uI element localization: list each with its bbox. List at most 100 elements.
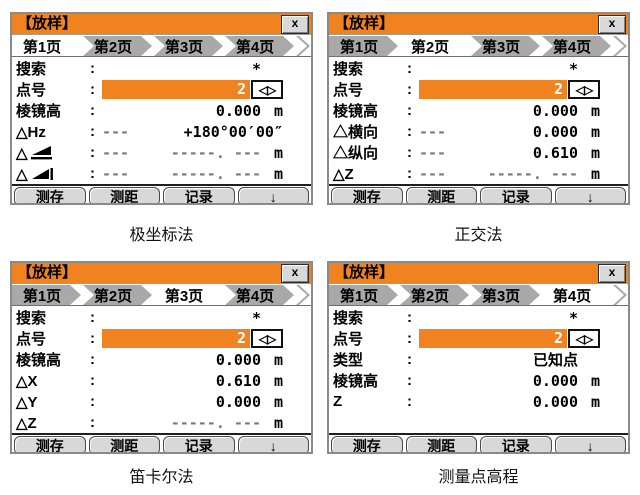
tab-strip: 第1页 第2页 第3页 第4页: [329, 35, 628, 57]
tab-page-3[interactable]: 第3页: [154, 285, 223, 305]
field-value: *: [568, 308, 578, 327]
point-id-spinner-icon[interactable]: ◁▷: [251, 329, 283, 348]
chevron-right-icon: [296, 36, 310, 56]
record-button[interactable]: 记录: [480, 187, 552, 203]
measure-store-button[interactable]: 测存: [14, 436, 86, 452]
field-unit: m: [590, 122, 600, 141]
tab-page-1[interactable]: 第1页: [12, 36, 81, 56]
field-row-prism-height: 棱镜高 : 0.000 m: [329, 370, 628, 391]
close-button[interactable]: x: [281, 14, 309, 34]
tab-page-4[interactable]: 第4页: [542, 36, 611, 56]
field-dashes: ---: [102, 164, 130, 183]
measure-distance-button[interactable]: 测距: [405, 436, 477, 452]
tab-page-2[interactable]: 第2页: [400, 36, 469, 56]
field-row-delta-height-difference: △ : --- -----. --- m: [12, 163, 311, 184]
tab-page-1[interactable]: 第1页: [329, 36, 398, 56]
record-button[interactable]: 记录: [480, 436, 552, 452]
field-label: 点号: [16, 331, 47, 348]
point-id-input[interactable]: 2: [419, 329, 567, 348]
close-button[interactable]: x: [598, 263, 626, 283]
colon: :: [90, 102, 95, 119]
measure-store-button[interactable]: 测存: [331, 187, 403, 203]
field-label: △Hz: [16, 123, 46, 141]
point-id-input[interactable]: 2: [102, 329, 250, 348]
tab-page-3[interactable]: 第3页: [154, 36, 223, 56]
field-label: 搜索: [16, 310, 47, 327]
tab-page-4[interactable]: 第4页: [225, 285, 294, 305]
more-softkeys-button[interactable]: ↓: [237, 436, 309, 452]
field-value: +180°00′00″: [183, 122, 283, 141]
field-row-prism-height: 棱镜高 : 0.000 m: [329, 100, 628, 121]
colon: :: [407, 309, 412, 326]
field-label: 类型: [333, 352, 364, 369]
field-unit: m: [273, 392, 283, 411]
more-softkeys-button[interactable]: ↓: [554, 436, 626, 452]
tab-page-2[interactable]: 第2页: [83, 36, 152, 56]
measure-distance-button[interactable]: 测距: [88, 436, 160, 452]
field-label: 点号: [333, 82, 364, 99]
title-bar: 【放样】 x: [12, 263, 311, 284]
tab-page-3[interactable]: 第3页: [471, 36, 540, 56]
softkey-bar: 测存 测距 记录 ↓: [12, 433, 311, 452]
field-row-point-id: 点号 : 2 ◁▷: [12, 79, 311, 100]
chevron-right-icon: [613, 285, 627, 305]
field-label: △Z: [333, 165, 354, 183]
tab-strip: 第1页 第2页 第3页 第4页: [12, 35, 311, 57]
point-id-spinner-icon[interactable]: ◁▷: [251, 80, 283, 99]
title-bar: 【放样】 x: [329, 263, 628, 284]
tab-page-4[interactable]: 第4页: [542, 285, 611, 305]
field-row-delta-longitudinal: △纵向 : --- 0.610 m: [329, 142, 628, 163]
more-softkeys-button[interactable]: ↓: [554, 187, 626, 203]
tab-page-3[interactable]: 第3页: [471, 285, 540, 305]
field-value: 0.610: [532, 143, 578, 162]
field-dashes: ---: [102, 143, 130, 162]
tab-page-1[interactable]: 第1页: [12, 285, 81, 305]
field-label: 点号: [16, 82, 47, 99]
delta-prefix: △: [16, 144, 28, 162]
field-label: Z: [333, 393, 343, 410]
field-row-search: 搜索 : *: [329, 58, 628, 79]
field-value: *: [251, 59, 261, 78]
colon: :: [90, 351, 95, 368]
tab-page-2[interactable]: 第2页: [83, 285, 152, 305]
close-button[interactable]: x: [281, 263, 309, 283]
colon: :: [90, 60, 95, 77]
field-label: 棱镜高: [16, 103, 62, 120]
field-unit: m: [590, 164, 600, 183]
measure-distance-button[interactable]: 测距: [88, 187, 160, 203]
field-value: -----. ---: [170, 164, 261, 183]
measure-distance-button[interactable]: 测距: [405, 187, 477, 203]
stakeout-window-cartesian: 【放样】 x 第1页 第2页 第3页 第4页 搜索 : * 点号 : 2 ◁▷: [10, 261, 313, 454]
close-button[interactable]: x: [598, 14, 626, 34]
point-id-spinner-icon[interactable]: ◁▷: [568, 329, 600, 348]
field-unit: m: [273, 101, 283, 120]
point-id-input[interactable]: 2: [102, 80, 250, 99]
field-label: △纵向: [333, 145, 379, 162]
field-label: 棱镜高: [16, 352, 62, 369]
colon: :: [407, 123, 412, 140]
measure-store-button[interactable]: 测存: [14, 187, 86, 203]
stakeout-window-polar: 【放样】 x 第1页 第2页 第3页 第4页 搜索 : * 点号 : 2 ◁▷: [10, 12, 313, 205]
tab-page-2[interactable]: 第2页: [400, 285, 469, 305]
field-row-delta-horizontal-distance: △ : --- -----. --- m: [12, 142, 311, 163]
field-row-prism-height: 棱镜高 : 0.000 m: [12, 100, 311, 121]
record-button[interactable]: 记录: [163, 436, 235, 452]
tab-strip: 第1页 第2页 第3页 第4页: [12, 284, 311, 306]
field-label: △Y: [16, 393, 38, 411]
field-label: △Z: [16, 414, 37, 432]
field-value: 0.000: [215, 101, 261, 120]
measure-store-button[interactable]: 测存: [331, 436, 403, 452]
colon: :: [90, 144, 95, 161]
softkey-bar: 测存 测距 记录 ↓: [329, 433, 628, 452]
tab-strip: 第1页 第2页 第3页 第4页: [329, 284, 628, 306]
tab-page-4[interactable]: 第4页: [225, 36, 294, 56]
point-id-input[interactable]: 2: [419, 80, 567, 99]
record-button[interactable]: 记录: [163, 187, 235, 203]
colon: :: [90, 123, 95, 140]
colon: :: [90, 393, 95, 410]
point-id-spinner-icon[interactable]: ◁▷: [568, 80, 600, 99]
field-dashes: ---: [102, 122, 130, 141]
more-softkeys-button[interactable]: ↓: [237, 187, 309, 203]
tab-page-1[interactable]: 第1页: [329, 285, 398, 305]
